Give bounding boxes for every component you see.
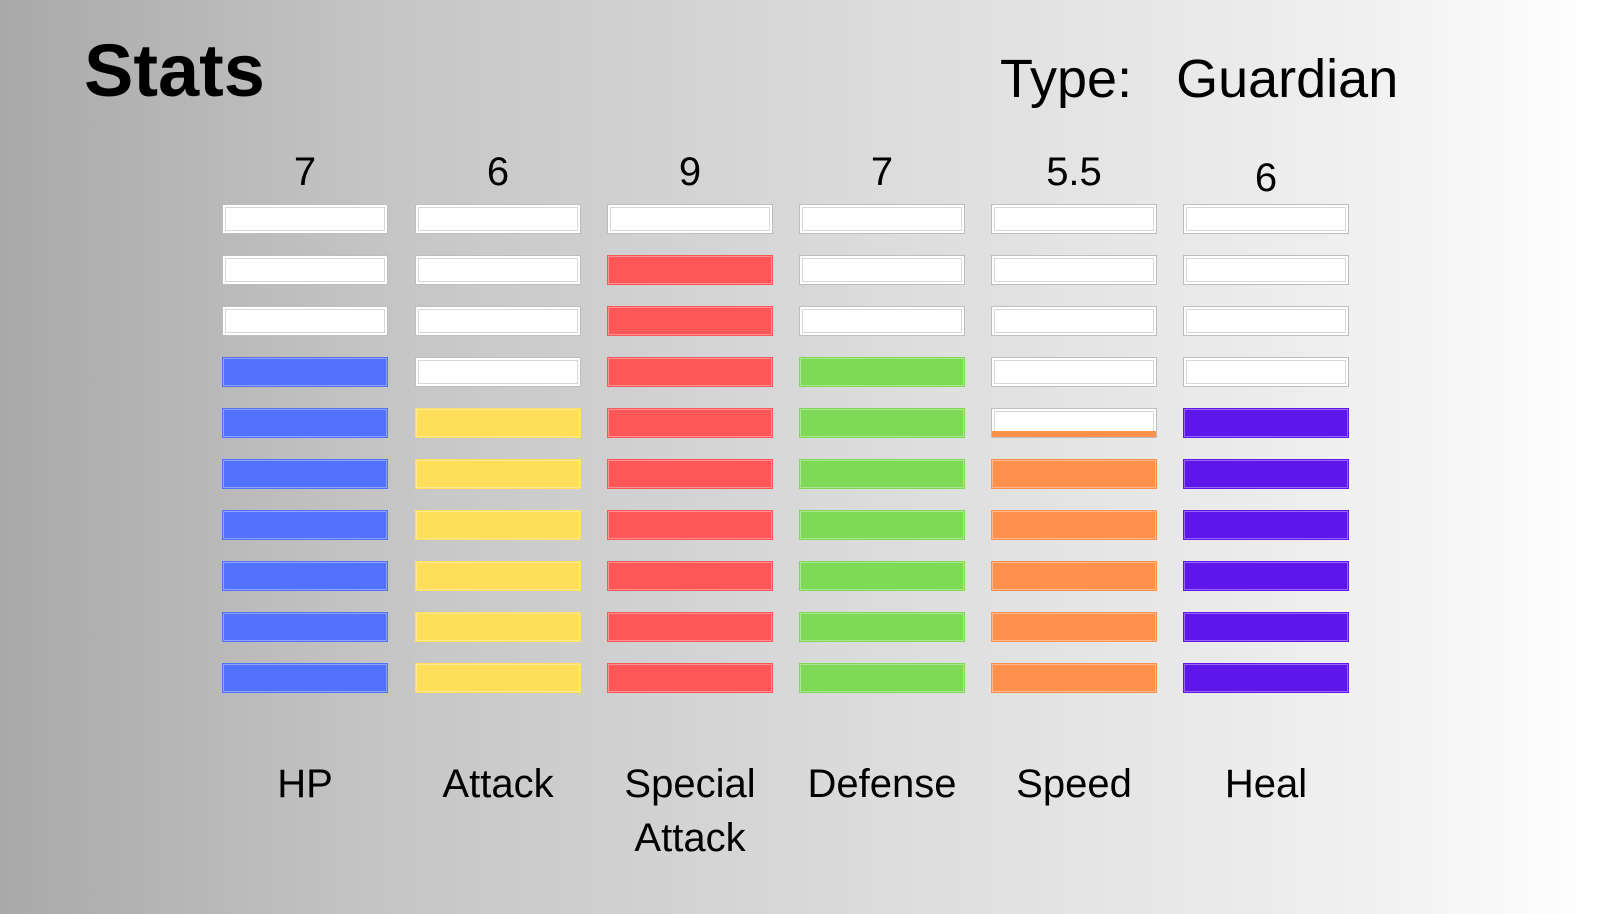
stat-segment <box>607 459 773 489</box>
stat-segment <box>222 408 388 438</box>
stat-segment <box>991 306 1157 336</box>
stat-value-label: 9 <box>678 150 702 194</box>
stat-segment <box>607 408 773 438</box>
stat-segment <box>1183 306 1349 336</box>
stat-segment <box>607 561 773 591</box>
stat-segment <box>991 663 1157 693</box>
stat-name-line: Attack <box>634 816 746 860</box>
stat-name-heal: Heal <box>1163 757 1369 811</box>
stat-segment <box>607 306 773 336</box>
stat-name-line: Defense <box>807 762 957 806</box>
stat-value-label: 7 <box>870 150 894 194</box>
stat-segment <box>799 408 965 438</box>
page-title: Stats <box>84 29 265 112</box>
stat-segment <box>415 408 581 438</box>
stat-segment <box>1183 204 1349 234</box>
stat-segment <box>607 357 773 387</box>
stat-segment <box>799 663 965 693</box>
stat-column-heal: 6 Heal <box>1183 0 1349 914</box>
stat-segment <box>1183 408 1349 438</box>
stat-segment <box>415 357 581 387</box>
stat-name-attack: Attack <box>395 757 601 811</box>
stat-segment <box>415 561 581 591</box>
stat-segment <box>991 612 1157 642</box>
type-row: Type: Guardian <box>1000 52 1398 106</box>
stat-segment <box>415 510 581 540</box>
stat-name-line: Heal <box>1224 762 1308 806</box>
stat-segment <box>415 459 581 489</box>
stat-segment <box>222 510 388 540</box>
stat-segment <box>1183 459 1349 489</box>
stat-name-defense: Defense <box>779 757 985 811</box>
stat-segment <box>415 612 581 642</box>
stat-segment <box>415 663 581 693</box>
stat-segment <box>991 255 1157 285</box>
stat-segment <box>222 663 388 693</box>
stat-value-label: 6 <box>1254 156 1278 200</box>
stat-segment <box>607 255 773 285</box>
stat-column-special-attack: 9 Special Attack <box>607 0 773 914</box>
stat-segment <box>222 561 388 591</box>
stat-segment <box>799 357 965 387</box>
stat-column-attack: 6 Attack <box>415 0 581 914</box>
stat-value-label: 5.5 <box>1046 150 1102 194</box>
stat-segment <box>1183 663 1349 693</box>
stat-segment <box>991 204 1157 234</box>
stat-segment <box>799 255 965 285</box>
stat-segment <box>222 204 388 234</box>
stat-name-line: Special <box>624 762 756 806</box>
stat-segment <box>222 357 388 387</box>
stat-name-line: HP <box>277 762 333 806</box>
stat-segment <box>991 357 1157 387</box>
stat-segment <box>1183 612 1349 642</box>
stat-segment <box>607 204 773 234</box>
stat-segment <box>607 612 773 642</box>
stat-segment <box>415 306 581 336</box>
stat-column-speed: 5.5 Speed <box>991 0 1157 914</box>
stat-segment <box>607 510 773 540</box>
stat-segment <box>799 459 965 489</box>
stat-segment <box>415 255 581 285</box>
stat-segment <box>799 204 965 234</box>
stat-segment <box>1183 510 1349 540</box>
stat-column-hp: 7 HP <box>222 0 388 914</box>
stat-column-defense: 7 Defense <box>799 0 965 914</box>
stat-segment-partial-fill <box>992 430 1156 437</box>
stat-name-hp: HP <box>202 757 408 811</box>
type-value: Guardian <box>1176 49 1399 109</box>
stat-segment <box>799 561 965 591</box>
stat-segment <box>1183 357 1349 387</box>
stat-value-label: 7 <box>293 150 317 194</box>
stat-segment <box>415 204 581 234</box>
stat-segment <box>1183 255 1349 285</box>
stat-segment <box>222 255 388 285</box>
stat-segment <box>991 408 1157 438</box>
stat-segment <box>222 612 388 642</box>
stat-segment <box>991 459 1157 489</box>
stat-segment <box>1183 561 1349 591</box>
stat-segment <box>799 306 965 336</box>
stat-name-speed: Speed <box>971 757 1177 811</box>
stat-name-special-attack: Special Attack <box>587 757 793 865</box>
stat-value-label: 6 <box>486 150 510 194</box>
stat-segment <box>991 510 1157 540</box>
type-label: Type: <box>1000 49 1133 109</box>
stat-segment <box>222 459 388 489</box>
stat-name-line: Speed <box>1016 762 1132 806</box>
stat-segment <box>991 561 1157 591</box>
stat-segment <box>799 510 965 540</box>
stat-segment <box>799 612 965 642</box>
stat-segment <box>222 306 388 336</box>
stat-segment <box>607 663 773 693</box>
stat-name-line: Attack <box>442 762 554 806</box>
